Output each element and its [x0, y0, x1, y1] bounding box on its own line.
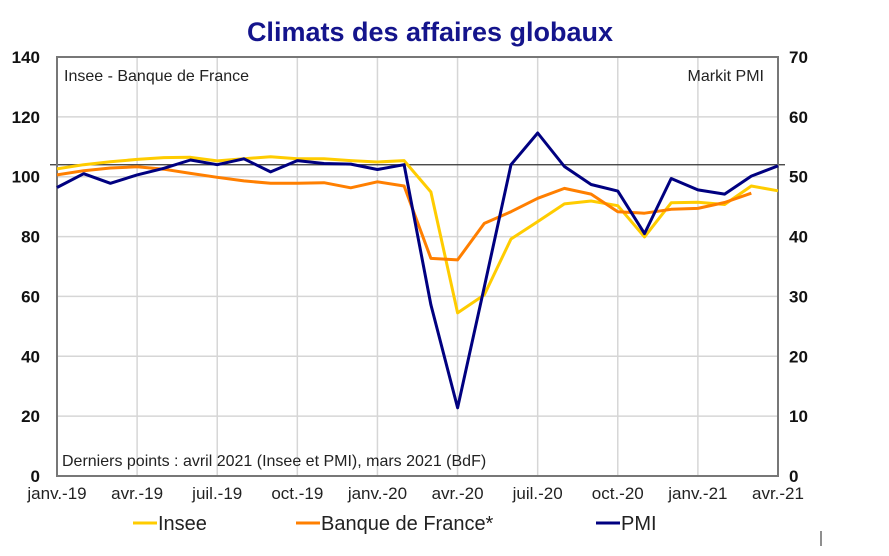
x-tick-label: janv.-20 [347, 484, 407, 503]
x-axis: janv.-19 avr.-19 juil.-19 oct.-19 janv.-20 av… [26, 484, 804, 503]
x-tick-label: oct.-19 [271, 484, 323, 503]
y-axis-left: 0 20 40 60 80 100 120 140 [12, 48, 40, 486]
grid [56, 56, 779, 477]
legend-label-banque-de-france: Banque de France* [321, 513, 494, 535]
series-line-banque-de-france [56, 165, 752, 262]
y-right-tick-label: 10 [789, 407, 808, 426]
y-left-tick-label: 60 [21, 287, 40, 306]
legend: Insee Banque de France* PMI [133, 513, 657, 535]
left-axis-source-label: Insee - Banque de France [64, 68, 249, 85]
x-tick-label: avr.-21 [752, 484, 804, 503]
x-tick-label: avr.-20 [432, 484, 484, 503]
y-right-tick-label: 70 [789, 48, 808, 67]
chart-title: Climats des affaires globaux [247, 17, 613, 47]
y-left-tick-label: 20 [21, 407, 40, 426]
y-left-tick-label: 40 [21, 347, 40, 366]
last-points-note: Derniers points : avril 2021 (Insee et P… [62, 453, 486, 470]
series-line-pmi [56, 131, 779, 410]
y-right-tick-label: 30 [789, 287, 808, 306]
plot-frame [56, 56, 779, 477]
right-axis-source-label: Markit PMI [688, 68, 764, 85]
y-right-tick-label: 60 [789, 108, 808, 127]
x-tick-label: juil.-20 [512, 484, 563, 503]
x-tick-label: oct.-20 [592, 484, 644, 503]
y-left-tick-label: 80 [21, 228, 40, 247]
x-tick-label: juil.-19 [191, 484, 242, 503]
x-tick-label: janv.-21 [667, 484, 727, 503]
legend-label-insee: Insee [158, 513, 207, 535]
series-lines [56, 131, 779, 410]
y-right-tick-label: 40 [789, 228, 808, 247]
y-right-tick-label: 20 [789, 347, 808, 366]
legend-label-pmi: PMI [621, 513, 657, 535]
y-left-tick-label: 140 [12, 48, 40, 67]
y-axis-right: 0 10 20 30 40 50 60 70 [789, 48, 808, 486]
x-tick-label: janv.-19 [26, 484, 86, 503]
y-right-tick-label: 50 [789, 168, 808, 187]
x-tick-label: avr.-19 [111, 484, 163, 503]
y-right-tick-label: 0 [789, 467, 798, 486]
y-left-tick-label: 0 [31, 467, 40, 486]
series-line-insee [56, 155, 779, 315]
y-left-tick-label: 100 [12, 168, 40, 187]
y-left-tick-label: 120 [12, 108, 40, 127]
